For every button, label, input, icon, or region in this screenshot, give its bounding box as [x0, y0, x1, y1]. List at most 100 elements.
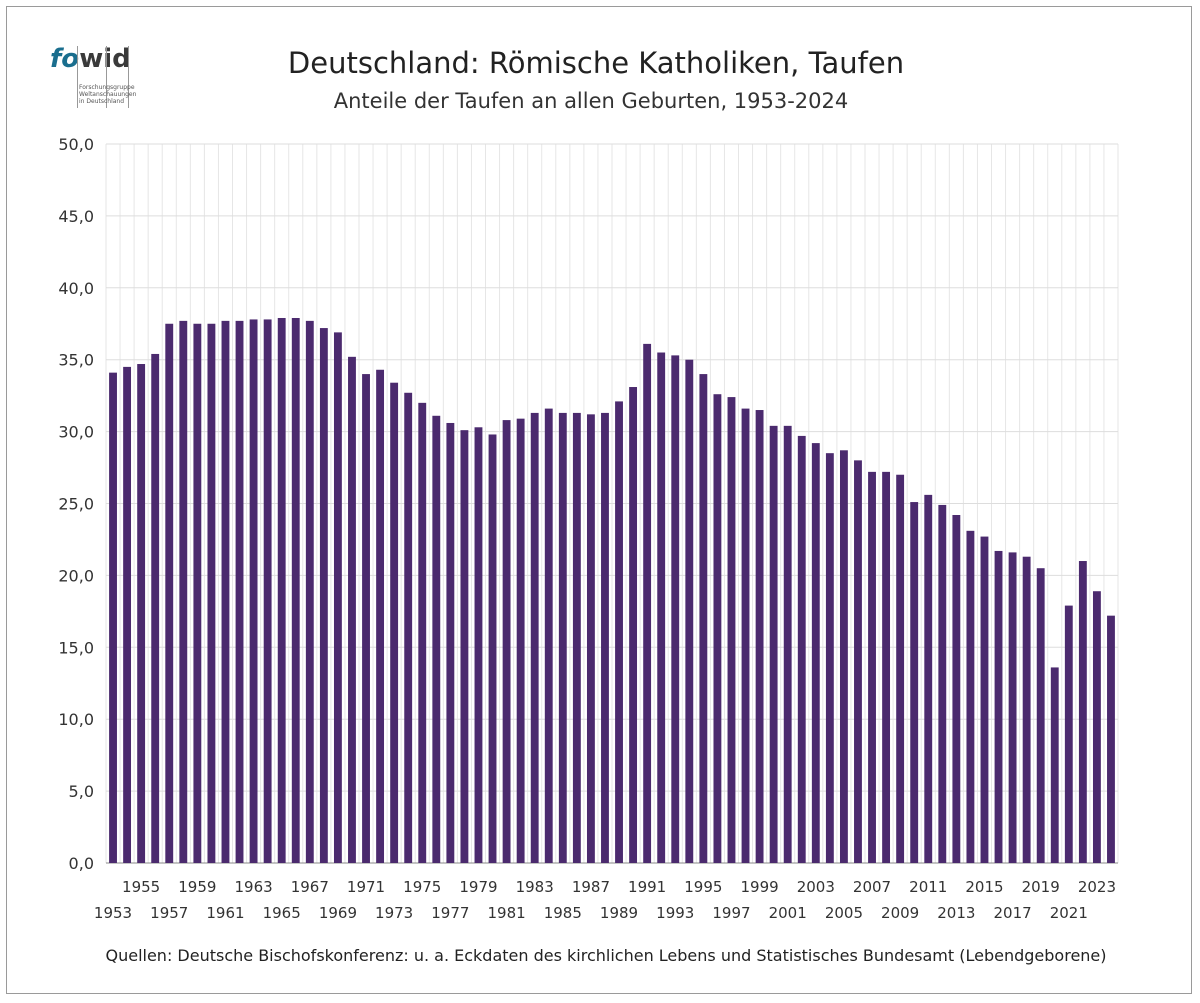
- x-tick-label: 2009: [881, 904, 919, 922]
- y-tick-label: 0,0: [69, 854, 94, 873]
- bar: [207, 323, 216, 863]
- bar: [319, 328, 328, 864]
- bar: [924, 494, 933, 863]
- bar: [572, 412, 581, 863]
- x-tick-label: 1993: [656, 904, 694, 922]
- x-tick-label: 1955: [122, 878, 160, 896]
- bar: [1064, 605, 1073, 863]
- bar: [221, 320, 230, 863]
- logo-rule-1: [77, 46, 78, 108]
- bar: [657, 352, 666, 863]
- bar: [1022, 556, 1031, 863]
- bar: [685, 359, 694, 863]
- bar: [938, 504, 947, 863]
- bar: [1107, 615, 1115, 863]
- x-tick-label: 2013: [937, 904, 975, 922]
- logo-wordmark: fowid: [50, 44, 131, 74]
- bar: [516, 418, 525, 863]
- logo-rule-3: [128, 46, 129, 108]
- bar: [1078, 561, 1087, 863]
- y-tick-label: 20,0: [58, 566, 94, 585]
- bar: [137, 364, 146, 863]
- bar: [882, 471, 891, 863]
- bar: [1050, 667, 1059, 863]
- bar: [263, 319, 272, 863]
- logo-sub-line: Forschungsgruppe: [79, 84, 135, 91]
- bar: [333, 332, 342, 863]
- y-tick-label: 40,0: [58, 279, 94, 298]
- bar: [502, 420, 511, 863]
- x-tick-label: 1957: [150, 904, 188, 922]
- x-tick-label: 2023: [1078, 878, 1116, 896]
- bar: [811, 443, 820, 863]
- x-tick-label: 1987: [572, 878, 610, 896]
- bar: [727, 397, 736, 863]
- bar: [109, 372, 117, 863]
- y-tick-label: 10,0: [58, 710, 94, 729]
- x-tick-label: 1999: [740, 878, 778, 896]
- logo-subtitle: Forschungsgruppe Weltanschauungen in Deuts…: [79, 84, 136, 105]
- bar: [277, 317, 286, 863]
- bar: [868, 471, 876, 863]
- x-tick-label: 2003: [797, 878, 835, 896]
- bar: [966, 530, 975, 863]
- bar: [418, 402, 427, 863]
- bar: [362, 374, 370, 863]
- bar: [755, 410, 764, 863]
- logo-wid-text: wid: [79, 44, 131, 74]
- bar: [544, 408, 553, 863]
- y-tick-label: 30,0: [58, 423, 94, 442]
- chart-subtitle: Anteile der Taufen an allen Geburten, 19…: [333, 89, 849, 113]
- bar: [376, 369, 385, 863]
- x-tick-label: 1981: [487, 904, 525, 922]
- x-tick-label: 1967: [291, 878, 329, 896]
- bar: [1008, 552, 1017, 863]
- x-tick-label: 2019: [1022, 878, 1060, 896]
- x-tick-label: 1963: [234, 878, 272, 896]
- x-tick-label: 2015: [965, 878, 1003, 896]
- logo-rule-2: [106, 46, 107, 108]
- x-tick-label: 2001: [769, 904, 807, 922]
- y-tick-label: 45,0: [58, 207, 94, 226]
- bar: [305, 320, 314, 863]
- bar: [952, 515, 961, 863]
- bar: [123, 366, 132, 863]
- bar: [910, 502, 919, 863]
- x-tick-label: 1975: [403, 878, 441, 896]
- x-tick-label: 1961: [206, 904, 244, 922]
- bar: [629, 387, 638, 863]
- x-tick-label: 1977: [431, 904, 469, 922]
- y-tick-label: 5,0: [69, 782, 94, 801]
- x-tick-label: 2007: [853, 878, 891, 896]
- bar: [601, 412, 609, 863]
- x-tick-label: 2021: [1050, 904, 1088, 922]
- bar: [713, 394, 722, 863]
- bar: [235, 320, 244, 863]
- bar: [404, 392, 413, 863]
- bar: [1036, 568, 1045, 863]
- bar: [741, 408, 750, 863]
- bar: [446, 422, 455, 863]
- bar: [797, 435, 806, 863]
- bar: [699, 374, 708, 863]
- bar: [432, 415, 441, 863]
- fowid-logo: fowid Forschungsgruppe Weltanschauungen in…: [50, 44, 136, 108]
- bar: [348, 356, 356, 863]
- x-tick-label: 2011: [909, 878, 947, 896]
- y-tick-label: 35,0: [58, 351, 94, 370]
- chart-frame: [6, 6, 1192, 994]
- bar: [151, 353, 160, 863]
- x-tick-label: 1989: [600, 904, 638, 922]
- bar: [896, 474, 905, 863]
- y-tick-label: 25,0: [58, 495, 94, 514]
- bar: [643, 343, 652, 864]
- bar: [994, 550, 1003, 863]
- x-tick-label: 1973: [375, 904, 413, 922]
- bar: [165, 323, 174, 863]
- bar: [615, 401, 623, 863]
- x-tick-label: 2005: [825, 904, 863, 922]
- source-note: Quellen: Deutsche Bischofskonferenz: u. …: [105, 946, 1107, 965]
- bar: [1092, 591, 1101, 863]
- x-tick-label: 1965: [263, 904, 301, 922]
